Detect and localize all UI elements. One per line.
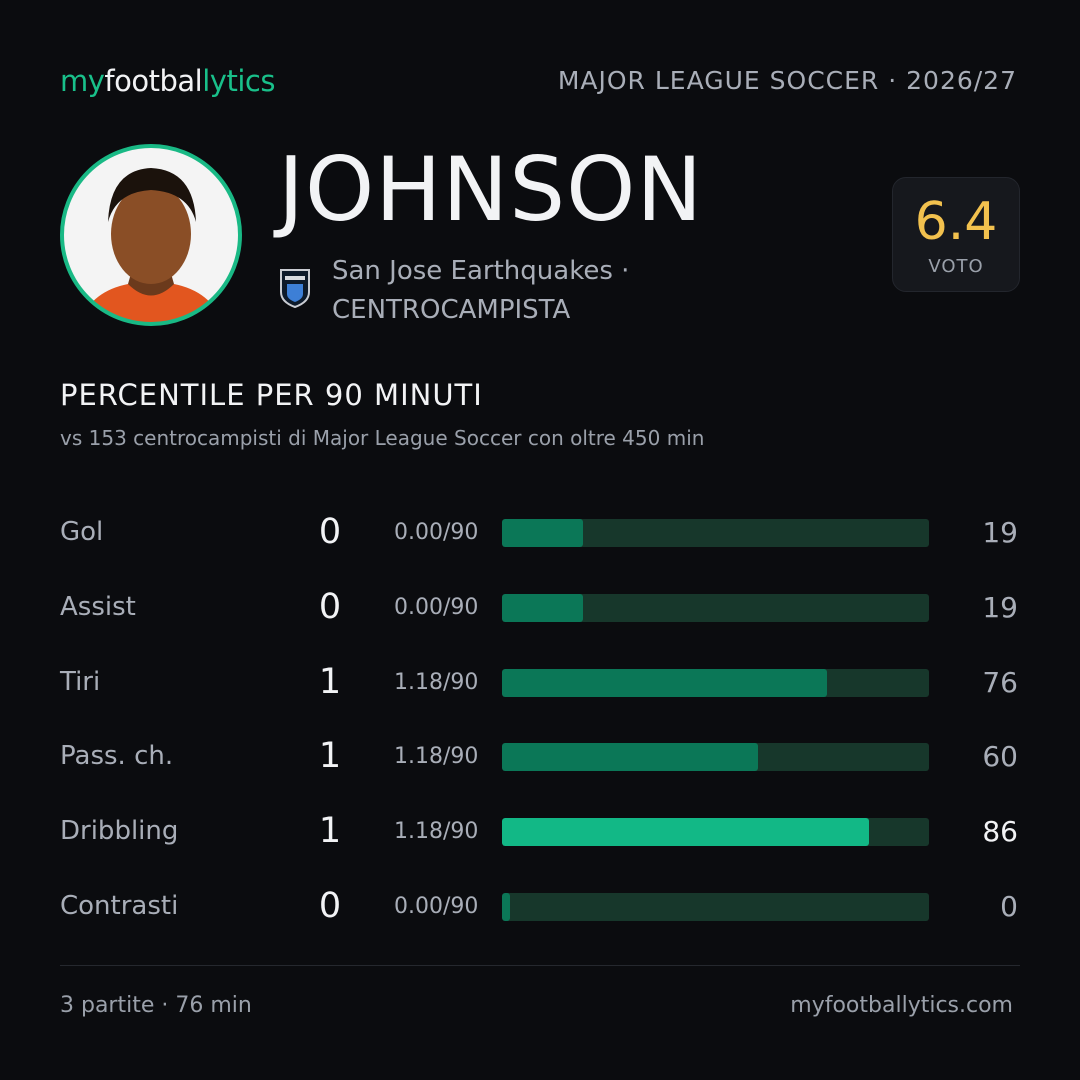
percentile-value: 19	[982, 516, 1018, 549]
club-badge	[280, 269, 310, 308]
stat-value: 1	[318, 661, 342, 702]
footer-left: 3 partite · 76 min	[60, 993, 252, 1018]
stat-label: Dribbling	[60, 816, 179, 847]
percentile-bar	[502, 668, 827, 697]
avatar	[60, 144, 242, 326]
stat-row: Assist 0 0.00/90 19	[0, 586, 1080, 628]
percentile-bar	[502, 593, 584, 622]
rating-box: 6.4 VOTO	[892, 177, 1020, 292]
percentile-bar	[502, 893, 510, 921]
stat-value: 0	[318, 586, 342, 627]
stat-row: Tiri 1 1.18/90 76	[0, 661, 1080, 703]
stat-per90: 1.18/90	[394, 819, 479, 845]
rating: 6.4	[914, 192, 998, 252]
team-role: San Jose Earthquakes · CENTROCAMPISTA	[332, 256, 630, 325]
section-subtitle: vs 153 centrocampisti di Major League So…	[60, 426, 705, 450]
stat-label: Tiri	[60, 666, 101, 697]
stat-label: Pass. ch.	[60, 741, 174, 772]
bar-track	[502, 519, 929, 547]
bar-track	[502, 818, 929, 847]
stat-per90: 1.18/90	[394, 669, 479, 695]
league: MAJOR LEAGUE SOCCER · 2026/27	[557, 66, 1017, 95]
bar-track	[502, 743, 929, 772]
percentile-value: 19	[982, 590, 1018, 624]
percentile-value: 86	[982, 815, 1018, 849]
stat-per90: 0.00/90	[394, 594, 479, 620]
stat-label: Contrasti	[60, 891, 179, 921]
stat-per90: 0.00/90	[394, 894, 479, 919]
stat-per90: 1.18/90	[394, 744, 479, 770]
stat-row: Gol 0 0.00/90 19	[0, 512, 1080, 553]
divider	[60, 965, 1020, 966]
bar-track	[502, 593, 929, 622]
stat-label: Gol	[60, 517, 104, 547]
logo-part: footbal	[104, 64, 203, 98]
stat-value: 1	[318, 811, 342, 852]
stat-per90: 0.00/90	[394, 520, 479, 545]
percentile-value: 0	[1000, 890, 1018, 923]
percentile-value: 60	[982, 740, 1018, 774]
footer-right: myfootballytics.com	[790, 993, 1013, 1018]
rating-label: VOTO	[928, 256, 984, 277]
stat-row: Contrasti 0 0.00/90 0	[0, 886, 1080, 927]
stat-value: 0	[318, 886, 342, 926]
stat-value: 1	[318, 736, 342, 777]
stat-label: Assist	[60, 591, 136, 622]
percentile-bar	[502, 519, 584, 547]
bar-track	[502, 668, 929, 697]
percentile-bar	[502, 743, 759, 772]
percentile-bar	[502, 818, 870, 847]
section-title: PERCENTILE PER 90 MINUTI	[60, 378, 483, 412]
bar-track	[502, 893, 929, 921]
logo-part: lytics	[202, 64, 275, 98]
stat-row: Dribbling 1 1.18/90 86	[0, 811, 1080, 852]
player-name: JOHNSON	[278, 138, 704, 241]
stat-row: Pass. ch. 1 1.18/90 60	[0, 736, 1080, 777]
logo-part: my	[60, 64, 105, 98]
stat-value: 0	[318, 512, 342, 552]
percentile-value: 76	[982, 665, 1018, 699]
logo: myfootballytics	[60, 64, 275, 98]
